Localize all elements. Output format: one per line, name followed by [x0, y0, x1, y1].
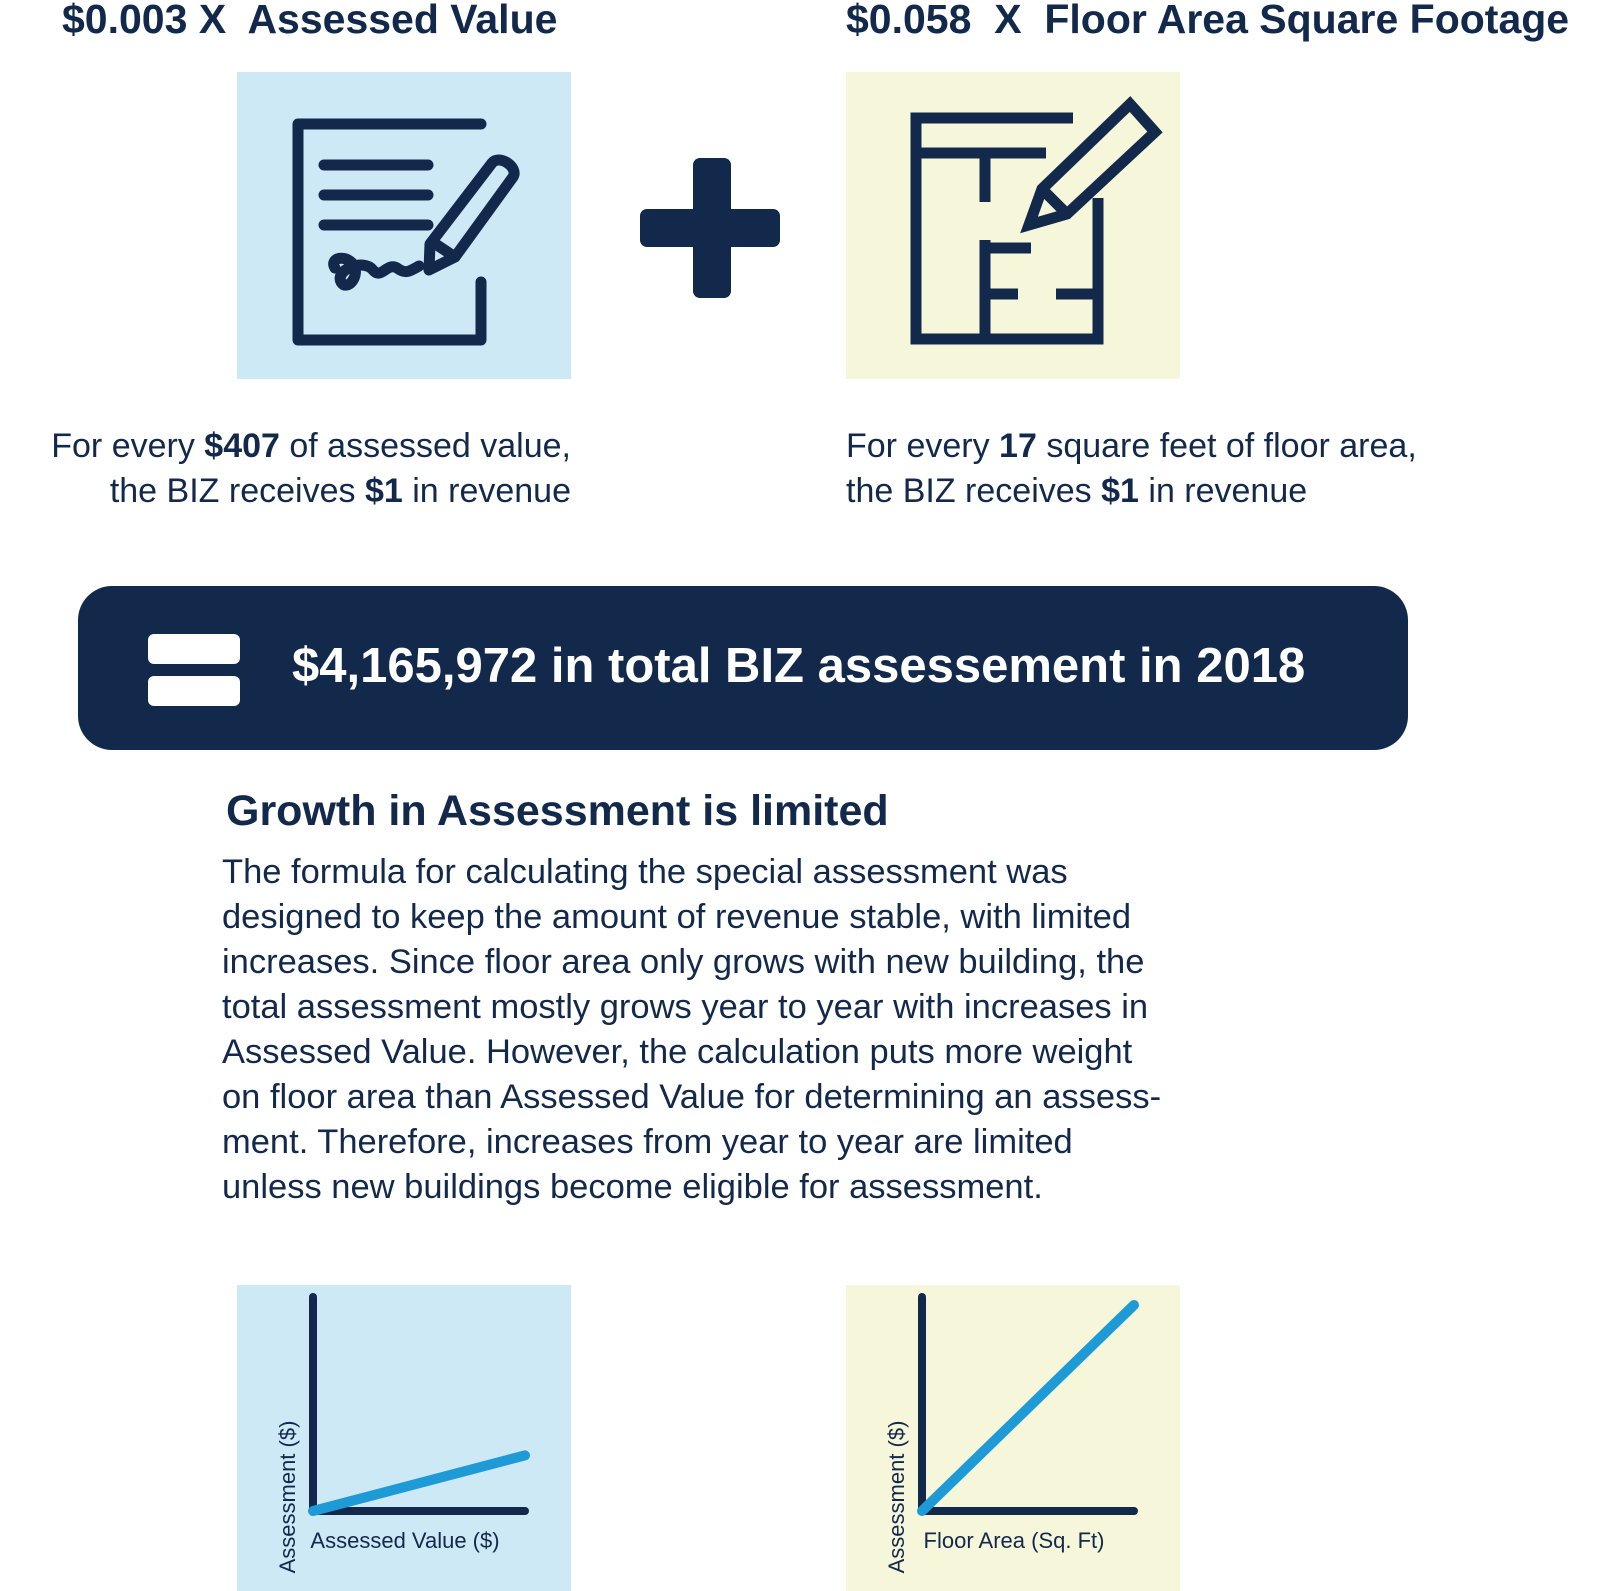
growth-body-line: total assessment mostly grows year to ye… — [222, 988, 1149, 1026]
assessed-value-per-dollar: $407 — [204, 427, 280, 465]
assessed-value-rate: $0.003 — [62, 0, 188, 42]
y-axis-label: Assessment ($) — [884, 1421, 909, 1574]
floor-area-caption-line-2: the BIZ receives $1 in revenue — [846, 472, 1308, 510]
floor-area-rate: $0.058 — [846, 0, 972, 42]
growth-body-line: ment. Therefore, increases from year to … — [222, 1123, 1073, 1161]
assessed-value-operator: X — [198, 0, 227, 42]
floor-area-operator: X — [994, 0, 1022, 42]
floor-area-formula-heading: $0.058 X Floor Area Square Footage — [846, 0, 1569, 41]
assessed-value-chart-panel: Assessment ($) Assessed Value ($) — [237, 1285, 571, 1591]
equals-icon-top-bar — [148, 634, 240, 664]
growth-body: The formula for calculating the special … — [222, 850, 1282, 1210]
growth-body-line: designed to keep the amount of revenue s… — [222, 898, 1132, 936]
floor-area-revenue-unit: $1 — [1101, 472, 1139, 510]
growth-body-line: unless new buildings become eligible for… — [222, 1168, 1043, 1206]
growth-body-line: Assessed Value. However, the calculation… — [222, 1033, 1133, 1071]
series-line — [308, 1450, 530, 1516]
floor-area-per-dollar: 17 — [999, 427, 1037, 465]
total-assessment-banner: $4,165,972 in total BIZ assessement in 2… — [78, 586, 1408, 750]
growth-body-line: The formula for calculating the special … — [222, 853, 1068, 891]
floor-area-panel — [846, 72, 1180, 379]
assessed-value-caption-line-1: For every $407 of assessed value, — [51, 427, 571, 465]
total-assessment-text: $4,165,972 in total BIZ assessement in 2… — [292, 639, 1306, 693]
floor-area-factor: Floor Area Square Footage — [1044, 0, 1570, 42]
assessed-value-chart: Assessment ($) Assessed Value ($) — [275, 1293, 530, 1574]
equals-icon-bottom-bar — [148, 676, 240, 706]
assessed-value-factor: Assessed Value — [247, 0, 558, 42]
floor-area-chart: Assessment ($) Floor Area (Sq. Ft) — [884, 1293, 1139, 1574]
y-axis-label: Assessment ($) — [275, 1421, 300, 1574]
assessed-value-caption: For every $407 of assessed value, the BI… — [0, 424, 571, 514]
growth-body-line: on floor area than Assessed Value for de… — [222, 1078, 1162, 1116]
x-axis-label: Assessed Value ($) — [310, 1528, 499, 1553]
assessed-value-panel — [237, 72, 571, 379]
x-axis-label: Floor Area (Sq. Ft) — [924, 1528, 1105, 1553]
floor-area-caption: For every 17 square feet of floor area, … — [846, 424, 1417, 514]
floor-plan-pencil-icon — [910, 96, 1163, 345]
assessed-value-formula-heading: $0.003 X Assessed Value — [62, 0, 557, 41]
series-line — [917, 1300, 1139, 1516]
signed-document-icon — [292, 118, 520, 346]
assessed-value-caption-line-2: the BIZ receives $1 in revenue — [109, 472, 571, 510]
growth-section-title: Growth in Assessment is limited — [226, 787, 889, 835]
assessed-value-revenue-unit: $1 — [364, 472, 403, 510]
floor-area-chart-panel: Assessment ($) Floor Area (Sq. Ft) — [846, 1285, 1180, 1591]
floor-area-caption-line-1: For every 17 square feet of floor area, — [846, 427, 1417, 465]
plus-icon — [640, 158, 780, 298]
growth-body-line: increases. Since floor area only grows w… — [222, 943, 1145, 981]
